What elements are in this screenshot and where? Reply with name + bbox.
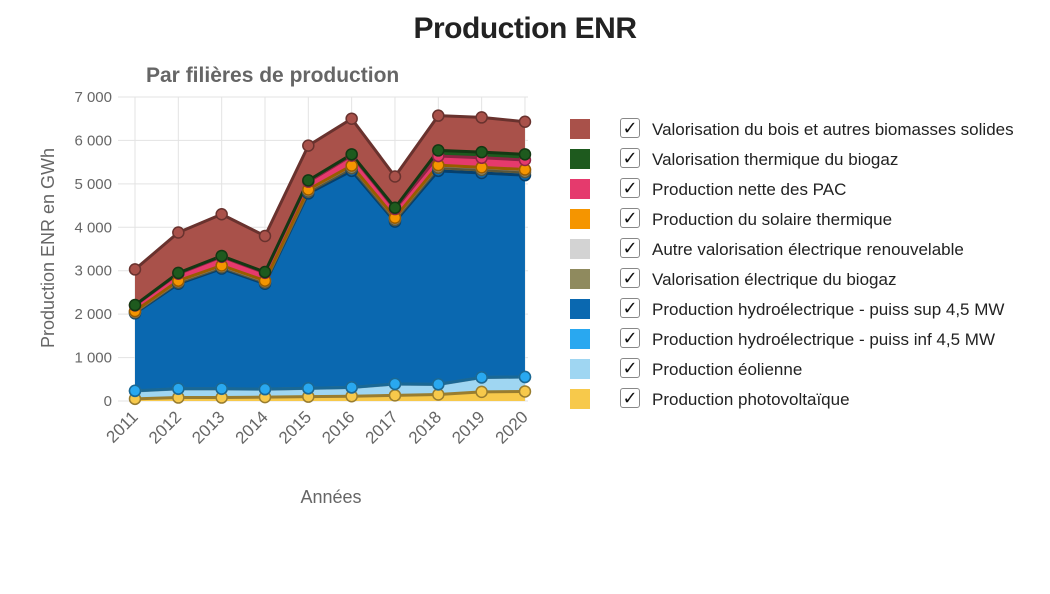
checkbox-checked-icon[interactable]: ✓	[620, 268, 640, 288]
checkbox-checked-icon[interactable]: ✓	[620, 358, 640, 378]
series-line-2	[134, 375, 525, 393]
data-point[interactable]	[258, 229, 272, 243]
legend-swatch	[570, 119, 590, 139]
x-axis-ticks: 2011 2012 2013 2014 2015 2016 2017 2018 2019 2020	[103, 407, 532, 447]
legend-label: Production hydroélectrique - puiss sup 4…	[652, 300, 1005, 319]
checkbox-checked-icon[interactable]: ✓	[620, 118, 640, 138]
legend-label: Autre valorisation électrique renouvelab…	[652, 240, 964, 259]
checkbox-checked-icon[interactable]: ✓	[620, 178, 640, 198]
x-tick-label: 2019	[448, 407, 488, 447]
data-point[interactable]	[518, 370, 532, 384]
legend-swatch	[570, 239, 590, 259]
data-point[interactable]	[518, 115, 532, 129]
data-point[interactable]	[518, 385, 532, 398]
legend-swatch	[570, 329, 590, 349]
page-title: Production ENR	[413, 12, 638, 45]
x-tick-label: 2014	[232, 407, 272, 447]
chart-points	[128, 109, 532, 406]
data-point[interactable]	[345, 381, 358, 394]
data-point[interactable]	[258, 382, 272, 396]
legend-swatch	[570, 269, 590, 289]
legend-label: Valorisation électrique du biogaz	[652, 270, 897, 289]
chart-lines	[134, 114, 526, 401]
series-line-9	[134, 114, 526, 271]
x-tick-label: 2012	[145, 407, 185, 447]
legend-swatch	[570, 179, 590, 199]
checkbox-checked-icon[interactable]: ✓	[620, 148, 640, 168]
legend-label: Production du solaire thermique	[652, 210, 893, 229]
data-point[interactable]	[258, 265, 272, 279]
y-tick-label: 0	[104, 393, 112, 410]
data-point[interactable]	[345, 148, 358, 161]
legend-swatch	[570, 389, 590, 409]
y-tick-label: 4 000	[74, 219, 112, 236]
legend-swatch	[570, 149, 590, 169]
data-point[interactable]	[128, 298, 142, 312]
series-line-6	[134, 163, 526, 313]
chart-subtitle: Par filières de production	[146, 64, 400, 87]
legend-swatch	[570, 359, 590, 379]
data-point[interactable]	[215, 382, 228, 395]
data-point[interactable]	[128, 384, 142, 398]
checkbox-checked-icon[interactable]: ✓	[620, 388, 640, 408]
data-point[interactable]	[518, 148, 532, 161]
checkbox-checked-icon[interactable]: ✓	[620, 208, 640, 228]
data-point[interactable]	[432, 109, 445, 122]
data-point[interactable]	[475, 385, 488, 399]
x-tick-label: 2013	[188, 407, 228, 447]
data-point[interactable]	[302, 139, 315, 152]
series-line-8	[134, 148, 526, 307]
x-axis-label: Années	[300, 487, 361, 507]
legend-swatch	[570, 299, 590, 319]
series-line-0	[134, 389, 525, 401]
legend-label: Valorisation du bois et autres biomasses…	[652, 120, 1014, 139]
data-point[interactable]	[475, 111, 488, 124]
y-axis-label: Production ENR en GWh	[38, 148, 58, 348]
legend-label: Production photovoltaïque	[652, 390, 850, 409]
x-tick-label: 2017	[362, 407, 402, 447]
x-tick-label: 2015	[275, 407, 315, 447]
data-point[interactable]	[215, 208, 228, 221]
x-tick-label: 2020	[492, 407, 532, 447]
data-point[interactable]	[388, 389, 402, 402]
data-point[interactable]	[172, 226, 185, 239]
data-point[interactable]	[302, 174, 315, 187]
data-point[interactable]	[215, 249, 228, 263]
x-tick-label: 2016	[318, 407, 358, 447]
legend-swatch	[570, 209, 590, 229]
data-point[interactable]	[432, 378, 445, 391]
data-point[interactable]	[432, 144, 445, 157]
area-series-3	[135, 170, 525, 391]
data-point[interactable]	[172, 382, 185, 395]
x-tick-label: 2018	[405, 407, 445, 447]
legend-label: Valorisation thermique du biogaz	[652, 150, 899, 169]
data-point[interactable]	[388, 170, 402, 183]
checkbox-checked-icon[interactable]: ✓	[620, 328, 640, 348]
legend-label: Production nette des PAC	[652, 180, 847, 199]
checkbox-checked-icon[interactable]: ✓	[620, 238, 640, 258]
legend-label: Production éolienne	[652, 360, 803, 379]
y-tick-label: 2 000	[74, 306, 112, 323]
legend-label: Production hydroélectrique - puiss inf 4…	[652, 330, 995, 349]
data-point[interactable]	[302, 381, 315, 395]
data-point[interactable]	[345, 112, 358, 125]
y-tick-label: 3 000	[74, 263, 112, 280]
y-tick-label: 7 000	[74, 89, 112, 106]
data-point[interactable]	[388, 377, 402, 391]
data-point[interactable]	[475, 145, 488, 159]
data-point[interactable]	[475, 371, 488, 384]
x-tick-label: 2011	[103, 407, 142, 446]
y-axis-ticks: 0 1 000 2 000 3 000 4 000 5 000 6 000 7 000	[74, 89, 112, 410]
data-point[interactable]	[128, 263, 142, 276]
y-tick-label: 6 000	[74, 132, 112, 149]
y-tick-label: 5 000	[74, 176, 112, 193]
data-point[interactable]	[172, 266, 185, 280]
data-point[interactable]	[388, 201, 402, 214]
y-tick-label: 1 000	[74, 350, 112, 367]
checkbox-checked-icon[interactable]: ✓	[620, 298, 640, 318]
